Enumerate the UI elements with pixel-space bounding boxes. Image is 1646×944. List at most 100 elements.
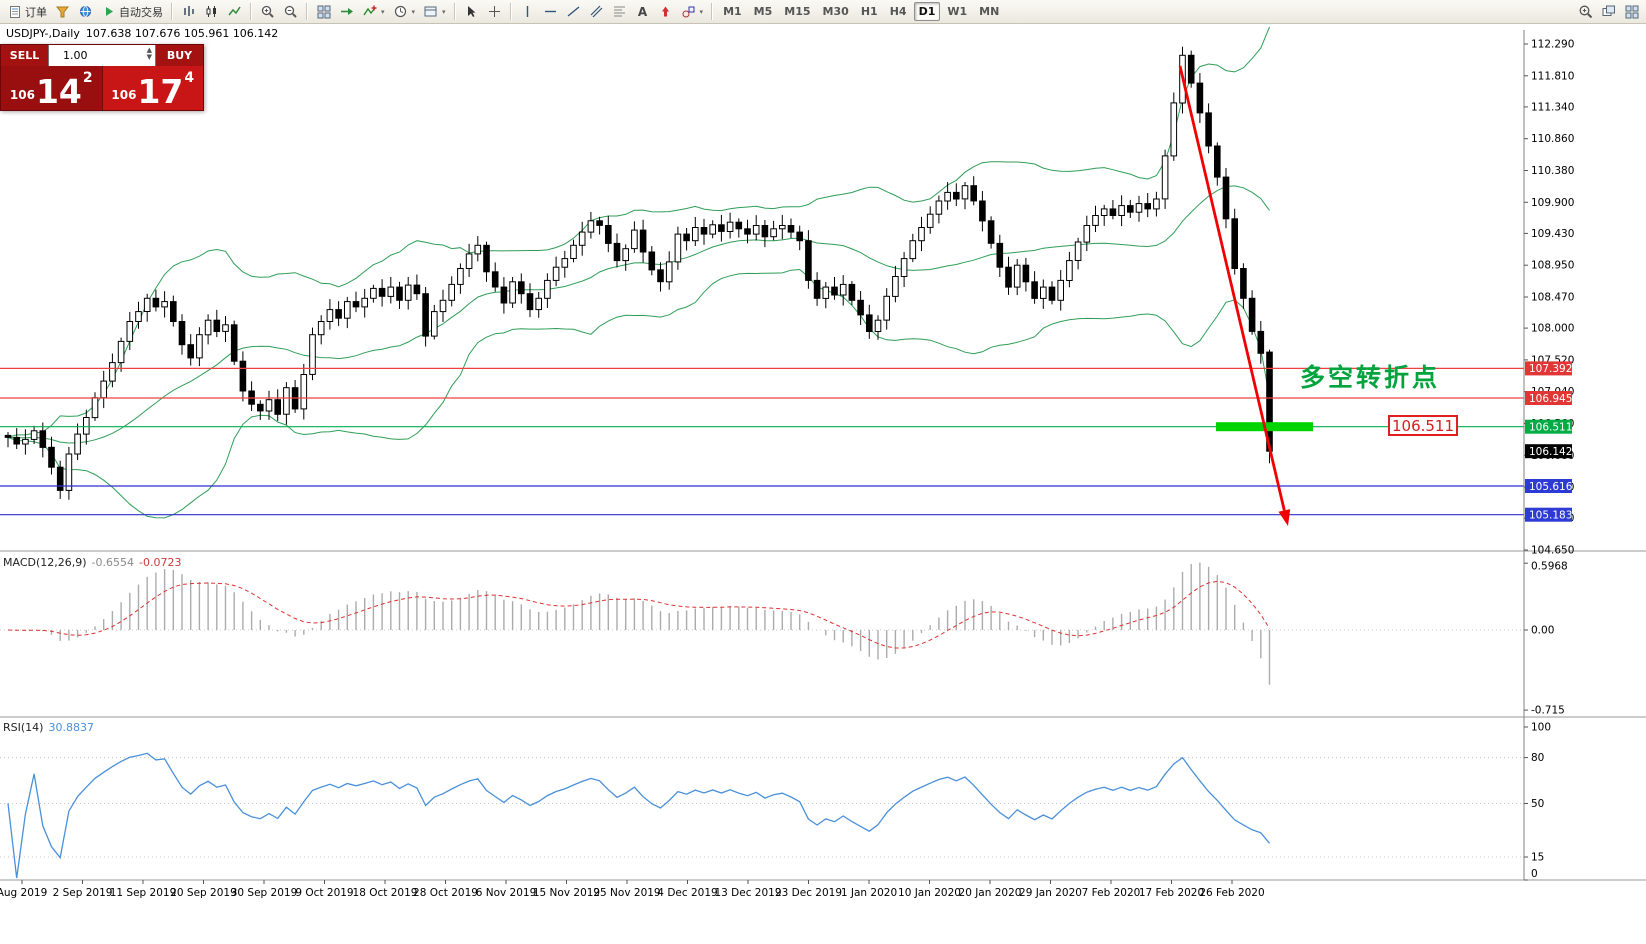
candle-body [1205,112,1212,147]
vertical-line-button[interactable] [516,1,539,23]
candle-body [961,185,969,200]
cursor-icon [467,6,476,17]
candle-body [665,261,673,283]
search-button[interactable] [1574,1,1597,23]
buy-price-prefix: 106 [111,88,137,102]
horizontal-line-button[interactable] [539,1,562,23]
macd-main-value: -0.6554 [91,556,135,569]
toolbar-group-right [1574,0,1643,23]
toolbar-group-trade: 订单 自动交易 [3,0,167,23]
templates-button[interactable]: ▾ [419,1,450,23]
volume-down-button[interactable]: ▼ [146,53,152,61]
candle-body [570,244,577,260]
hline-icon [544,10,556,13]
sell-button[interactable]: SELL [1,45,48,66]
candle-body [1240,268,1247,299]
chevron-down-icon: ▾ [381,7,385,16]
price-axis[interactable]: 112.290 111.810 111.340 110.860 110.380 109.9… [1523,30,1574,881]
fibonacci-button[interactable] [608,1,631,23]
date-label: 20 Jan 2020 [959,887,1022,899]
candle-body [30,430,38,440]
shapes-button[interactable]: ▾ [677,1,708,23]
channel-button[interactable] [585,1,608,23]
candle-body [1153,198,1160,210]
trendline-button[interactable] [562,1,585,23]
new-chart-button[interactable] [1597,1,1620,23]
tile-windows-button[interactable] [312,1,335,23]
candle-body [457,268,464,285]
line-chart-button[interactable] [223,1,246,23]
price-axis-label: 108.950 [1531,260,1574,272]
timeframe-m30[interactable]: M30 [818,2,854,21]
timeframe-mn-label: MN [979,5,1000,18]
date-label: 29 Jan 2020 [1019,887,1082,899]
timeframe-w1[interactable]: W1 [942,2,972,21]
textA-icon: A [637,5,647,19]
bollinger-lower-band [7,268,1270,519]
indicators-button[interactable]: ▾ [358,1,389,23]
candle-body [622,248,630,262]
sell-price-big: 14 [35,71,82,111]
macd-signal-value: -0.0723 [139,556,182,569]
timeframe-m15[interactable]: M15 [779,2,815,21]
date-label: 1 Jan 2020 [841,887,897,899]
text-button[interactable]: A [631,1,654,23]
candle-body [1109,208,1117,216]
candle-body [752,225,760,235]
timeframe-m5[interactable]: M5 [749,2,778,21]
bars-icon [184,6,194,16]
arrows-button[interactable] [654,1,677,23]
volume-input[interactable]: 1.00 ▲ ▼ [48,45,156,66]
bar-chart-button[interactable] [177,1,200,23]
candle-body [657,269,664,283]
buy-price-button[interactable]: 106 17 4 [102,66,203,110]
community-button[interactable] [74,1,97,23]
candle-body [230,324,238,362]
periods-button[interactable]: ▾ [389,1,420,23]
candlestick-chart-button[interactable] [200,1,223,23]
zoom-in-button[interactable] [256,1,279,23]
timeframe-h1[interactable]: H1 [856,2,883,21]
candle-body [213,319,221,333]
volume-up-button[interactable]: ▲ [146,46,152,54]
cursor-button[interactable] [460,1,483,23]
chevron-down-icon: ▾ [442,7,446,16]
price-axis-label: 112.290 [1531,39,1574,51]
layout-button[interactable] [1620,1,1643,23]
mql-market-button[interactable] [51,1,74,23]
timeframe-m1[interactable]: M1 [718,2,747,21]
symbol-name: USDJPY-,Daily [6,27,80,40]
candle-body [1144,203,1152,210]
timeframe-m1-label: M1 [723,5,742,18]
shift-icon [341,8,353,15]
turning-point-annotation[interactable]: 多空转折点 [1300,363,1441,392]
candle-body [326,309,334,323]
toolbar-group-zoom [256,0,302,23]
crosshair-button[interactable] [483,1,506,23]
timeframe-d1[interactable]: D1 [913,2,941,21]
new-order-button[interactable]: 订单 [3,1,51,23]
timeframe-h4[interactable]: H4 [885,2,912,21]
auto-scroll-button[interactable] [335,1,358,23]
buy-button[interactable]: BUY [156,45,203,66]
price-line-label-text: 106.511 [1529,422,1572,434]
candle-body [1127,205,1134,213]
date-label: 6 Nov 2019 [476,887,537,899]
autotrade-button[interactable]: 自动交易 [97,1,167,23]
date-label: 11 Sep 2019 [110,887,177,899]
candle-body [987,220,995,244]
candle-body [39,430,47,448]
candle-body [344,301,351,319]
rsi-axis-label: 0 [1531,868,1538,880]
candle-body [796,231,804,242]
candle-body [239,360,247,392]
zoom-out-button[interactable] [279,1,302,23]
crosshair-icon [488,6,500,17]
sell-price-button[interactable]: 106 14 2 [1,66,103,110]
trend-arrow-line[interactable] [1178,65,1286,511]
timeframe-mn[interactable]: MN [974,2,1004,21]
price-axis-label: 109.430 [1531,228,1574,240]
level-price-label[interactable]: 106.511 [1388,415,1458,436]
